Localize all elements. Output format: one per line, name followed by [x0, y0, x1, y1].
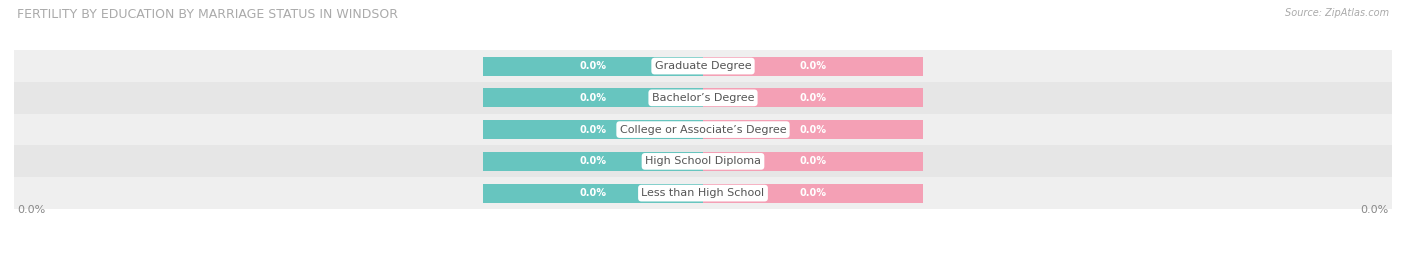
- Bar: [14, 177, 1392, 209]
- Text: Bachelor’s Degree: Bachelor’s Degree: [652, 93, 754, 103]
- Text: Source: ZipAtlas.com: Source: ZipAtlas.com: [1285, 8, 1389, 18]
- Text: 0.0%: 0.0%: [579, 61, 606, 71]
- Text: FERTILITY BY EDUCATION BY MARRIAGE STATUS IN WINDSOR: FERTILITY BY EDUCATION BY MARRIAGE STATU…: [17, 8, 398, 21]
- Bar: [703, 88, 924, 107]
- Text: 0.0%: 0.0%: [579, 156, 606, 166]
- Bar: [14, 114, 1392, 146]
- Text: 0.0%: 0.0%: [800, 61, 827, 71]
- Text: College or Associate’s Degree: College or Associate’s Degree: [620, 124, 786, 135]
- Bar: [482, 152, 703, 171]
- Bar: [482, 120, 703, 139]
- Bar: [14, 82, 1392, 114]
- Bar: [703, 56, 924, 76]
- Text: 0.0%: 0.0%: [800, 156, 827, 166]
- Bar: [703, 184, 924, 203]
- Text: 0.0%: 0.0%: [579, 188, 606, 198]
- Bar: [703, 152, 924, 171]
- Text: 0.0%: 0.0%: [800, 124, 827, 135]
- Text: Less than High School: Less than High School: [641, 188, 765, 198]
- Bar: [482, 184, 703, 203]
- Text: 0.0%: 0.0%: [579, 124, 606, 135]
- Bar: [482, 56, 703, 76]
- Text: 0.0%: 0.0%: [17, 205, 46, 215]
- Text: Graduate Degree: Graduate Degree: [655, 61, 751, 71]
- Text: 0.0%: 0.0%: [579, 93, 606, 103]
- Text: 0.0%: 0.0%: [800, 188, 827, 198]
- Text: 0.0%: 0.0%: [800, 93, 827, 103]
- Bar: [482, 88, 703, 107]
- Text: High School Diploma: High School Diploma: [645, 156, 761, 166]
- Text: 0.0%: 0.0%: [1360, 205, 1389, 215]
- Bar: [14, 50, 1392, 82]
- Bar: [14, 146, 1392, 177]
- Bar: [703, 120, 924, 139]
